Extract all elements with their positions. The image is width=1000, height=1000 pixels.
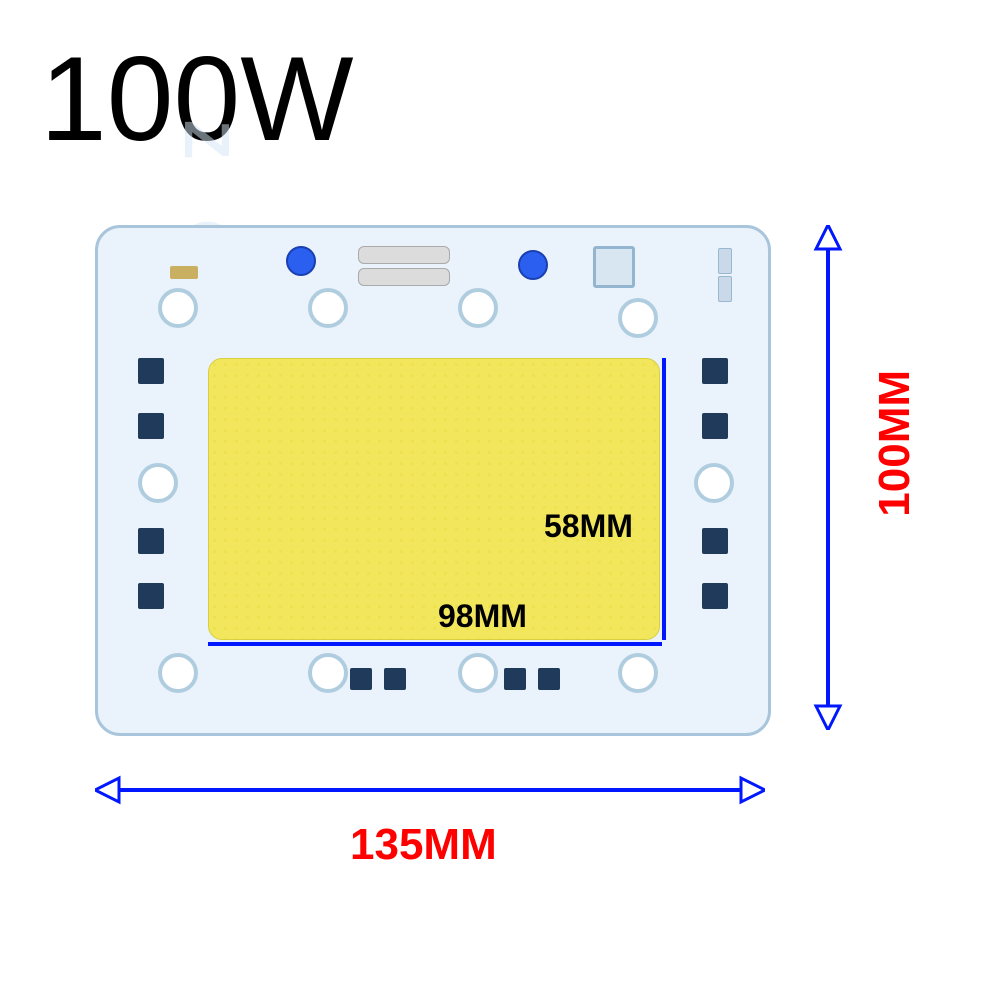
smd-icon xyxy=(138,528,164,554)
mount-hole xyxy=(308,653,348,693)
wattage-title: 100W xyxy=(40,30,353,168)
mount-hole xyxy=(458,288,498,328)
height-arrow-icon xyxy=(808,225,848,730)
smd-icon xyxy=(504,668,526,690)
mount-hole xyxy=(618,298,658,338)
mount-hole xyxy=(158,653,198,693)
smd-icon xyxy=(138,583,164,609)
smd-icon xyxy=(384,668,406,690)
cob-led-area xyxy=(208,358,660,640)
smd-icon xyxy=(702,413,728,439)
solder-pad-icon xyxy=(718,276,732,302)
capacitor-icon xyxy=(286,246,316,276)
resistor-icon xyxy=(358,246,450,264)
smd-icon xyxy=(702,358,728,384)
smd-icon xyxy=(702,583,728,609)
solder-pad-icon xyxy=(718,248,732,274)
led-width-label: 98MM xyxy=(438,598,527,635)
width-arrow-icon xyxy=(95,770,765,810)
diagram-stage: 100W ZQQMU xyxy=(0,0,1000,1000)
mount-hole xyxy=(138,463,178,503)
board-width-label: 135MM xyxy=(350,820,497,870)
board-height-label: 100MM xyxy=(870,370,920,517)
capacitor-icon xyxy=(518,250,548,280)
smd-icon xyxy=(702,528,728,554)
mount-hole xyxy=(158,288,198,328)
smd-icon xyxy=(138,358,164,384)
mount-hole xyxy=(694,463,734,503)
led-height-label: 58MM xyxy=(544,508,633,545)
mount-hole xyxy=(458,653,498,693)
smd-icon xyxy=(350,668,372,690)
inner-dim-line-horizontal xyxy=(208,642,662,646)
inner-dim-line-vertical xyxy=(662,358,666,640)
driver-chip-icon xyxy=(593,246,635,288)
mount-hole xyxy=(618,653,658,693)
smd-icon xyxy=(138,413,164,439)
mount-hole xyxy=(308,288,348,328)
pcb-board: 58MM 98MM xyxy=(95,225,771,736)
resistor-icon xyxy=(358,268,450,286)
smd-icon xyxy=(538,668,560,690)
smd-icon xyxy=(170,266,198,279)
